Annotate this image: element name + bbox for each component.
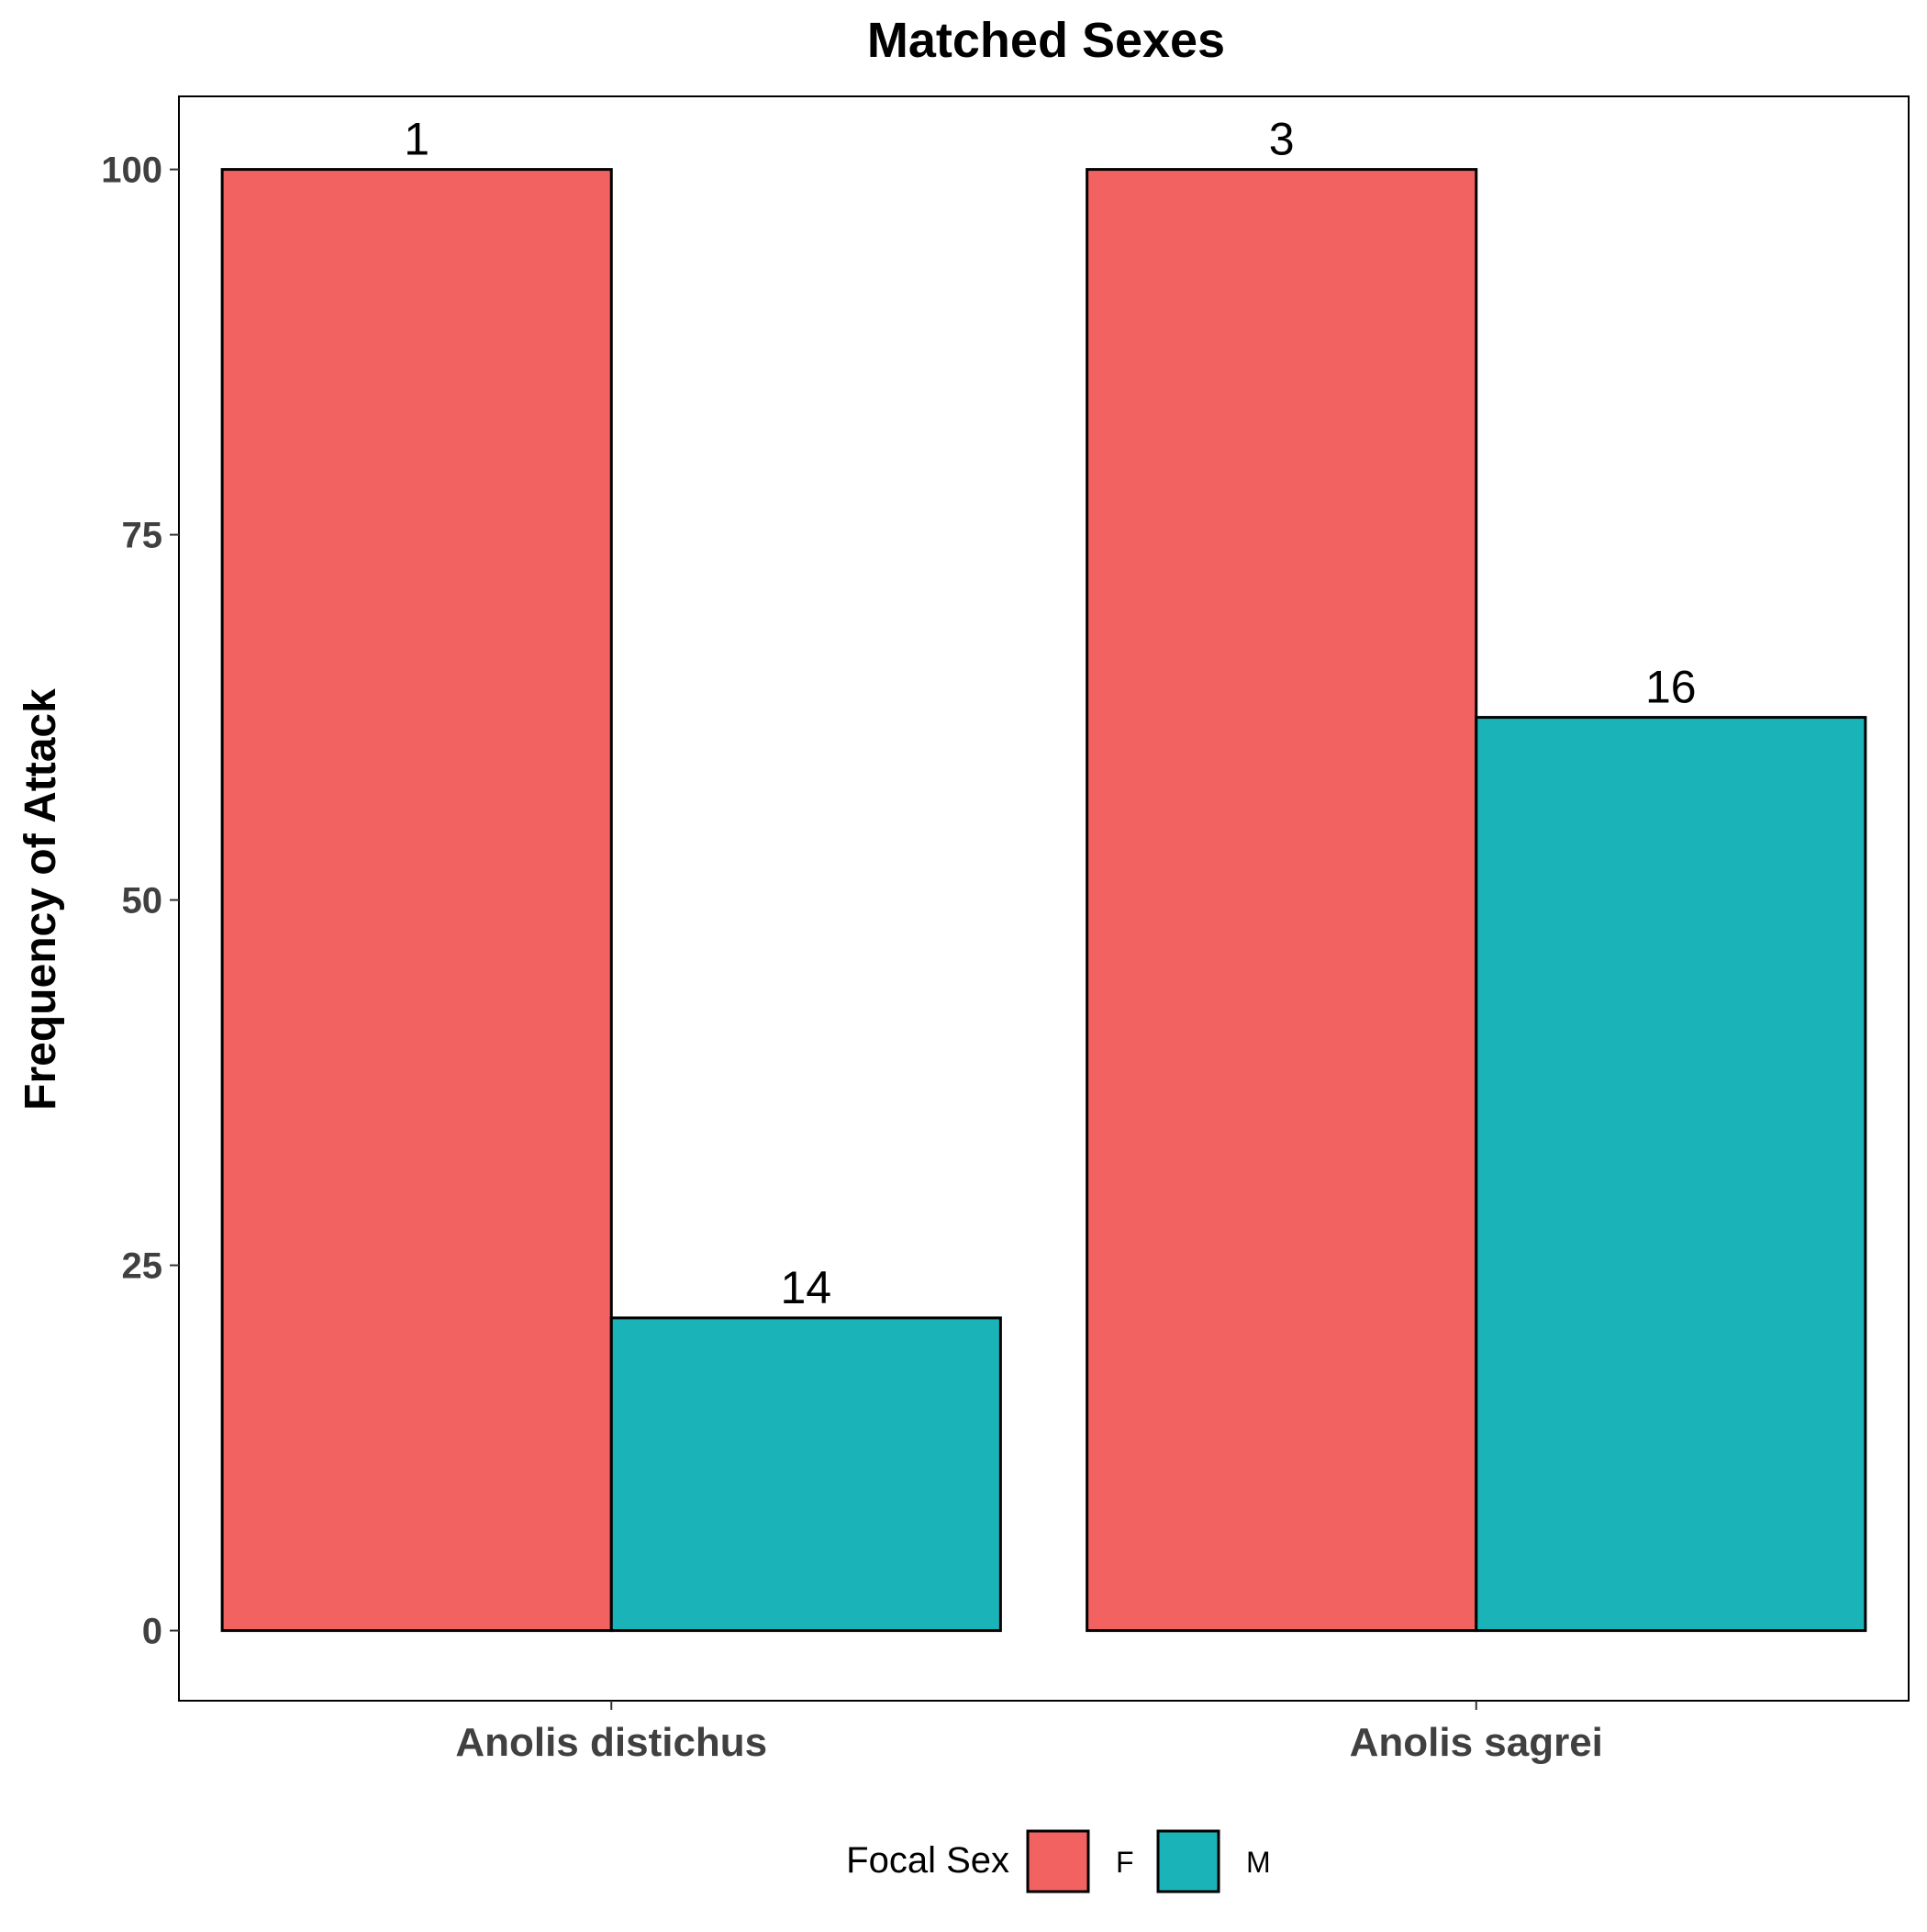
legend-label-M: M bbox=[1246, 1846, 1271, 1879]
x-tick-label: Anolis sagrei bbox=[1350, 1720, 1603, 1765]
legend-label-F: F bbox=[1116, 1846, 1134, 1879]
y-tick-label: 75 bbox=[122, 516, 163, 556]
legend-swatch-M bbox=[1156, 1829, 1220, 1893]
y-tick-label: 0 bbox=[142, 1612, 162, 1652]
y-tick-label: 50 bbox=[122, 881, 163, 921]
legend-swatch-F bbox=[1026, 1829, 1090, 1893]
bars-layer bbox=[220, 168, 1867, 1633]
y-axis-label: Frequency of Attack bbox=[17, 688, 65, 1111]
bar-value-label: 1 bbox=[404, 114, 429, 165]
data-labels: 1 14 3 16 bbox=[404, 114, 1696, 1313]
y-axis: 0 25 50 75 100 bbox=[101, 151, 179, 1652]
x-tick-label: Anolis distichus bbox=[455, 1720, 767, 1765]
bar-F-1 bbox=[220, 168, 613, 1633]
bar-M-1 bbox=[609, 1316, 1002, 1633]
legend-title: Focal Sex bbox=[846, 1840, 1009, 1881]
y-tick-label: 25 bbox=[122, 1246, 163, 1287]
chart-title: Matched Sexes bbox=[867, 13, 1225, 68]
y-tick-label: 100 bbox=[101, 151, 162, 191]
bar-M-2 bbox=[1475, 716, 1867, 1633]
bar-value-label: 3 bbox=[1269, 114, 1295, 165]
bar-F-2 bbox=[1086, 168, 1478, 1633]
x-axis: Anolis distichus Anolis sagrei bbox=[455, 1701, 1603, 1765]
bar-value-label: 14 bbox=[781, 1262, 832, 1313]
bar-value-label: 16 bbox=[1645, 662, 1697, 713]
